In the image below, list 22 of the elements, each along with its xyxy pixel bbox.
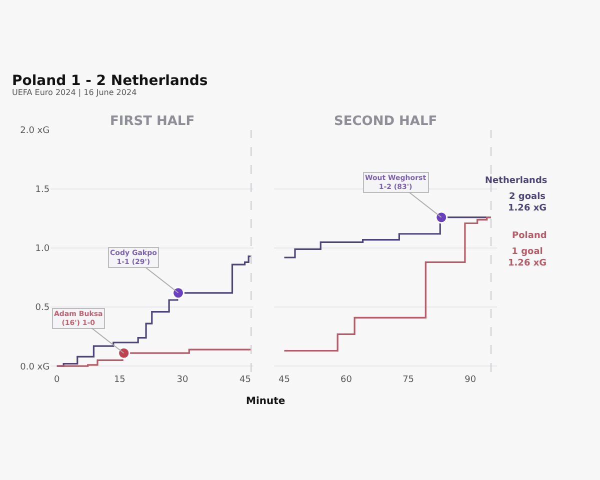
- text: SECOND HALF: [334, 114, 438, 129]
- y-tick-label: 0.0 xG: [20, 362, 50, 372]
- x-tick-label: 45: [278, 375, 290, 385]
- x-tick-label: 30: [176, 375, 188, 385]
- text: 2 goals 1.26 xG: [508, 192, 547, 214]
- x-tick-label: 75: [402, 375, 414, 385]
- chart-subtitle: UEFA Euro 2024 | 16 June 2024: [12, 88, 137, 97]
- x-tick-label: 90: [464, 375, 476, 385]
- y-tick-label: 1.5: [35, 185, 50, 196]
- y-tick-label: 0.5: [35, 303, 50, 314]
- chart-title: Poland 1 - 2 Netherlands: [12, 73, 208, 89]
- x-axis-title: Minute: [246, 396, 286, 407]
- x-tick-label: 15: [114, 375, 126, 385]
- text: Netherlands: [485, 176, 548, 186]
- x-tick-label: 45: [240, 375, 251, 385]
- text: FIRST HALF: [110, 114, 195, 129]
- text: 1 goal 1.26 xG: [508, 247, 547, 269]
- y-tick-label: 2.0 xG: [20, 126, 50, 136]
- y-tick-label: 1.0: [35, 244, 50, 254]
- text: Poland: [512, 231, 547, 241]
- x-tick-label: 0: [54, 375, 60, 385]
- x-tick-label: 60: [340, 375, 352, 385]
